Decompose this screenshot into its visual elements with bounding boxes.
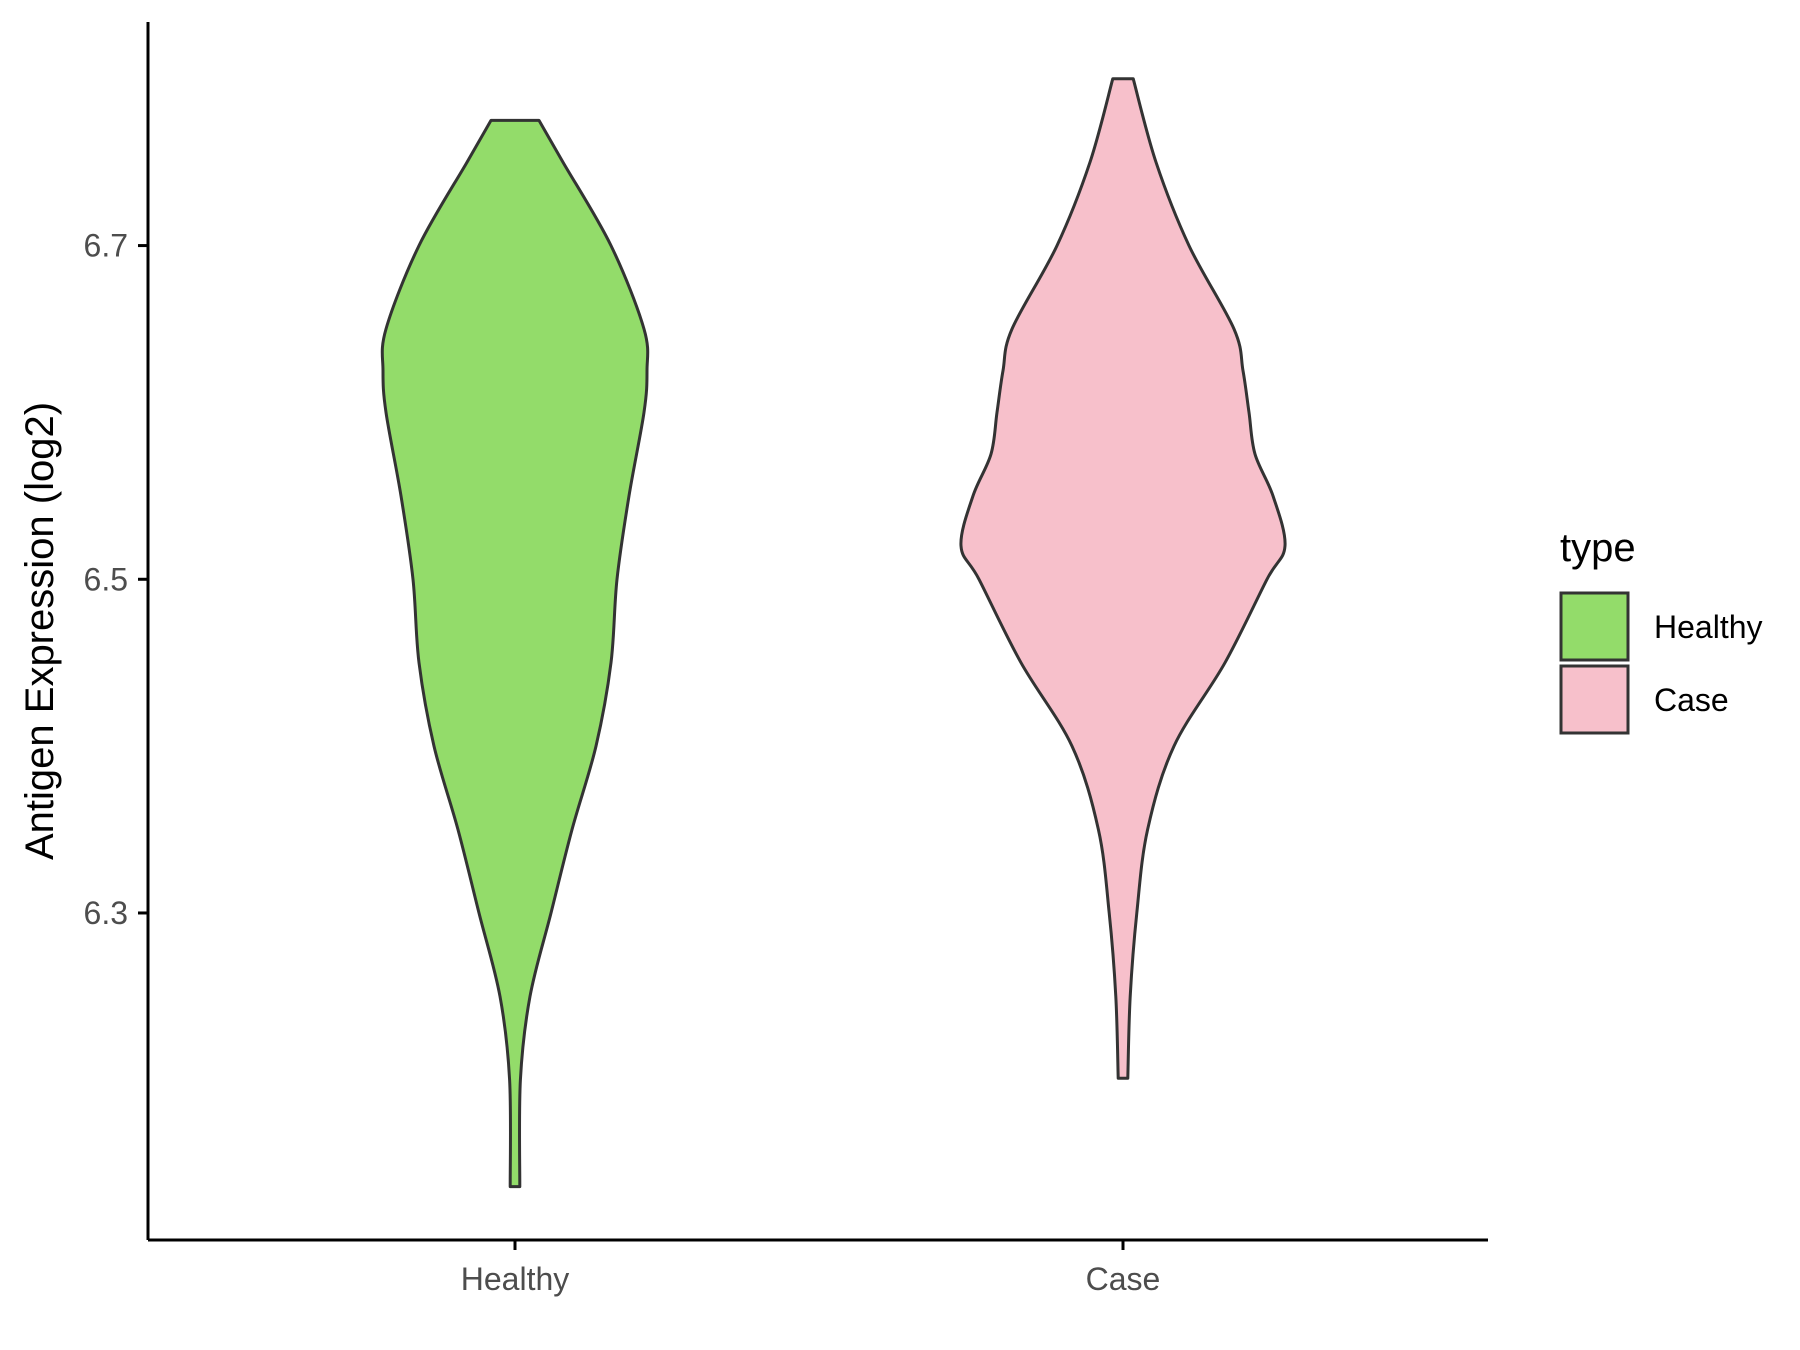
x-tick-label: Case: [1086, 1261, 1161, 1297]
y-tick-label: 6.7: [84, 228, 128, 264]
legend-swatch-case: [1559, 664, 1630, 735]
legend-label-case: Case: [1654, 682, 1729, 718]
violins-layer: [380, 77, 1287, 1189]
axes-layer: [146, 22, 1488, 1242]
y-axis-title: Antigen Expression (log2): [18, 402, 62, 860]
legend-swatch-healthy: [1559, 591, 1630, 662]
x-ticks: Healthy Case: [461, 1240, 1161, 1297]
legend: type Healthy Case: [1559, 526, 1763, 735]
violin-case: [959, 77, 1287, 1080]
x-tick-label: Healthy: [461, 1261, 570, 1297]
legend-title: type: [1560, 526, 1636, 570]
y-ticks: 6.3 6.5 6.7: [84, 228, 148, 931]
y-tick-label: 6.3: [84, 895, 128, 931]
violin-healthy: [380, 118, 650, 1189]
y-tick-label: 6.5: [84, 561, 128, 597]
legend-label-healthy: Healthy: [1654, 609, 1763, 645]
